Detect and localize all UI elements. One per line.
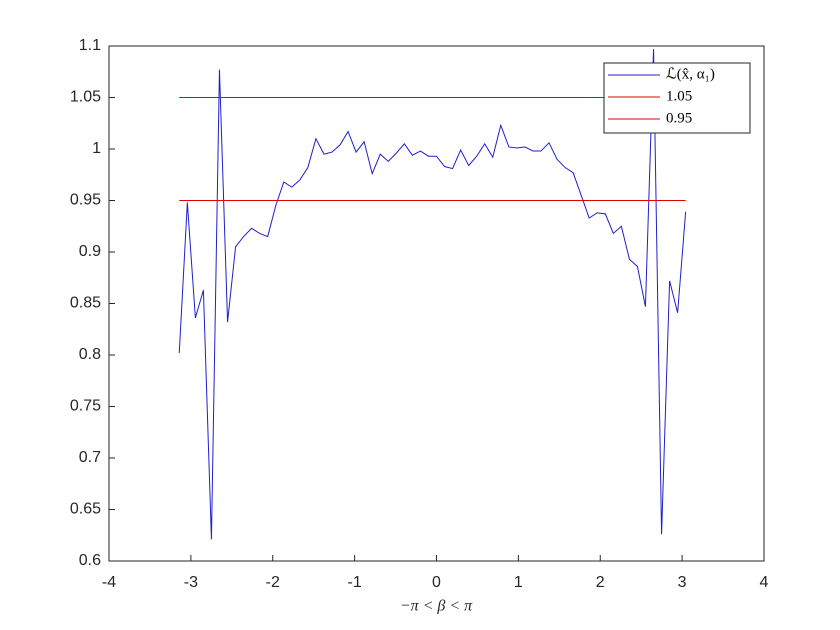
- y-tick-label: 1: [92, 140, 101, 157]
- legend: ℒ(x̂, α₁) 1.05 0.95: [603, 62, 751, 134]
- x-tick-label: -1: [348, 574, 362, 591]
- legend-label: 0.95: [666, 110, 692, 126]
- x-tick-label: 2: [596, 574, 605, 591]
- y-tick-label: 0.65: [70, 501, 101, 518]
- y-tick-label: 0.75: [70, 398, 101, 415]
- x-tick-label: -2: [266, 574, 280, 591]
- legend-label: ℒ(x̂, α₁): [666, 66, 715, 82]
- y-tick-label: 0.7: [79, 449, 101, 466]
- legend-label: 1.05: [666, 88, 692, 104]
- y-tick-label: 0.6: [79, 552, 101, 569]
- x-tick-label: 1: [514, 574, 523, 591]
- data-line: [178, 49, 687, 540]
- y-tick-label: 1.1: [79, 37, 101, 54]
- y-tick-label: 0.95: [70, 192, 101, 209]
- x-tick-label: 4: [760, 574, 769, 591]
- x-tick-label: 0: [432, 574, 441, 591]
- y-tick-label: 0.8: [79, 346, 101, 363]
- x-axis-label: −π < β < π: [400, 598, 473, 615]
- y-tick-label: 0.9: [79, 243, 101, 260]
- y-tick-label: 1.05: [70, 89, 101, 106]
- axes-box: [108, 45, 765, 562]
- x-tick-label: -3: [184, 574, 198, 591]
- x-tick-label: 3: [678, 574, 687, 591]
- x-tick-label: -4: [102, 574, 116, 591]
- y-tick-label: 0.85: [70, 295, 101, 312]
